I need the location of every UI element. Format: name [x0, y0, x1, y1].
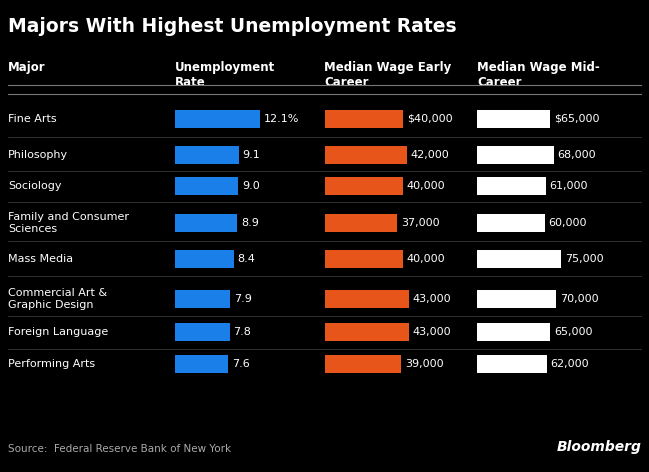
Text: 8.9: 8.9 [241, 218, 259, 228]
Text: 40,000: 40,000 [407, 253, 445, 264]
Text: 75,000: 75,000 [565, 253, 604, 264]
Text: 7.8: 7.8 [234, 327, 251, 337]
Text: Major: Major [8, 61, 45, 75]
Text: 68,000: 68,000 [557, 150, 596, 160]
Text: 43,000: 43,000 [413, 327, 452, 337]
Text: Fine Arts: Fine Arts [8, 114, 56, 124]
Text: Majors With Highest Unemployment Rates: Majors With Highest Unemployment Rates [8, 17, 456, 35]
Text: 70,000: 70,000 [559, 294, 598, 304]
Text: 7.9: 7.9 [234, 294, 252, 304]
Text: Median Wage Early
Career: Median Wage Early Career [324, 61, 452, 89]
Text: $65,000: $65,000 [554, 114, 600, 124]
Text: Median Wage Mid-
Career: Median Wage Mid- Career [477, 61, 600, 89]
Text: 60,000: 60,000 [548, 218, 587, 228]
Text: Foreign Language: Foreign Language [8, 327, 108, 337]
Text: 12.1%: 12.1% [263, 114, 299, 124]
Text: 39,000: 39,000 [405, 359, 443, 370]
Text: Performing Arts: Performing Arts [8, 359, 95, 370]
Text: 43,000: 43,000 [413, 294, 452, 304]
Text: 62,000: 62,000 [550, 359, 589, 370]
Text: 42,000: 42,000 [411, 150, 450, 160]
Text: 61,000: 61,000 [550, 181, 588, 191]
Text: Mass Media: Mass Media [8, 253, 73, 264]
Text: 40,000: 40,000 [407, 181, 445, 191]
Text: 8.4: 8.4 [238, 253, 256, 264]
Text: Family and Consumer
Sciences: Family and Consumer Sciences [8, 212, 129, 234]
Text: 9.1: 9.1 [243, 150, 260, 160]
Text: 37,000: 37,000 [401, 218, 439, 228]
Text: Bloomberg: Bloomberg [556, 440, 641, 454]
Text: 7.6: 7.6 [232, 359, 250, 370]
Text: $40,000: $40,000 [407, 114, 452, 124]
Text: Unemployment
Rate: Unemployment Rate [175, 61, 275, 89]
Text: 65,000: 65,000 [554, 327, 593, 337]
Text: 9.0: 9.0 [242, 181, 260, 191]
Text: Sociology: Sociology [8, 181, 61, 191]
Text: Philosophy: Philosophy [8, 150, 68, 160]
Text: Source:  Federal Reserve Bank of New York: Source: Federal Reserve Bank of New York [8, 444, 231, 454]
Text: Commercial Art &
Graphic Design: Commercial Art & Graphic Design [8, 288, 107, 310]
